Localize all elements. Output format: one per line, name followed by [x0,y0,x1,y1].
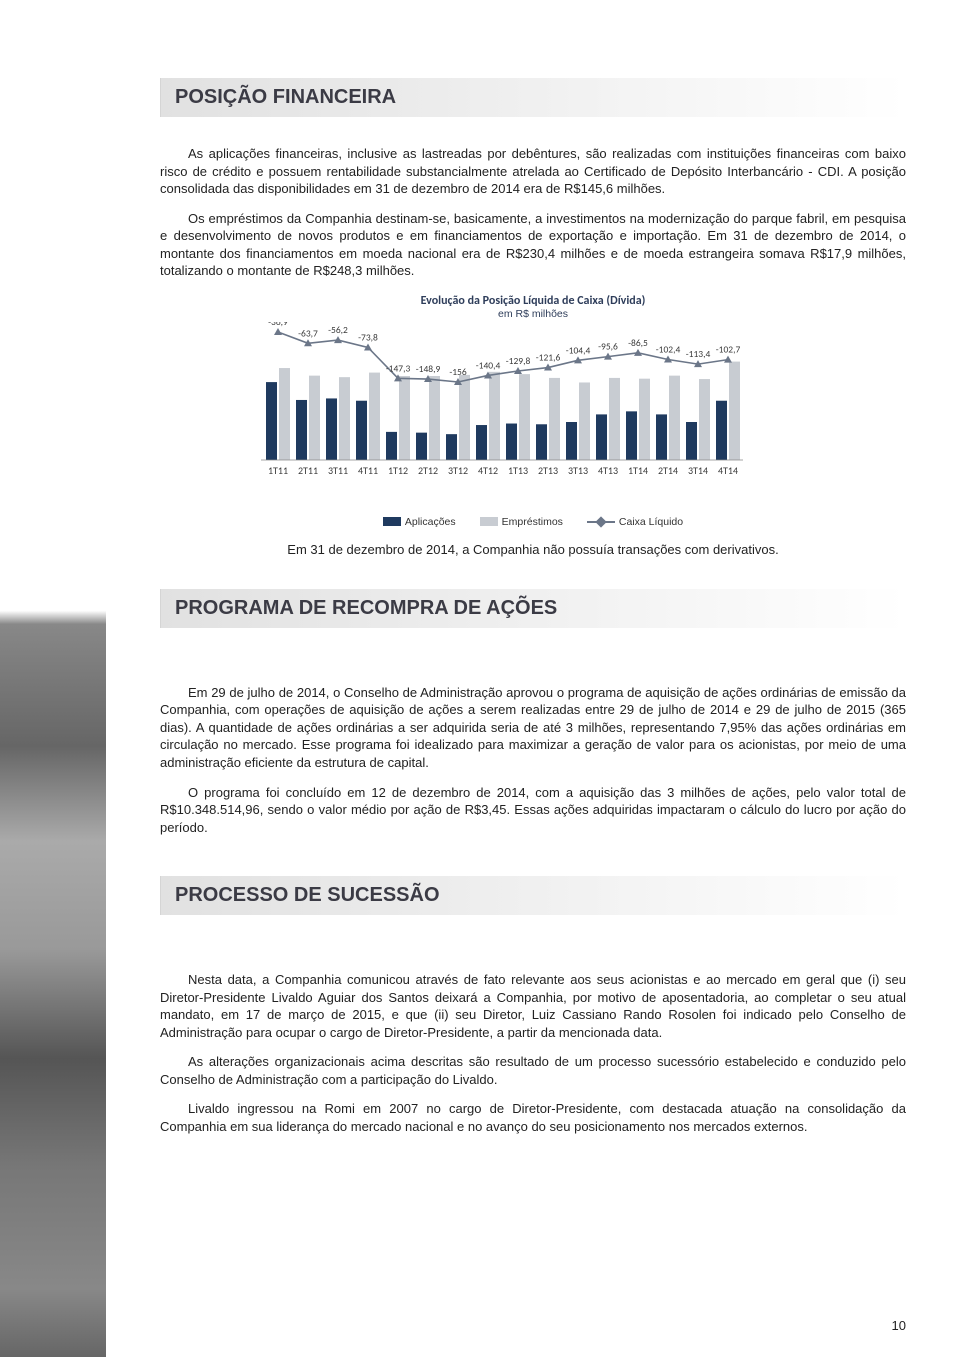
paragraph: As aplicações financeiras, inclusive as … [160,145,906,198]
svg-text:2T12: 2T12 [418,464,438,477]
paragraph: Livaldo ingressou na Romi em 2007 no car… [160,1100,906,1135]
section-title-buyback: PROGRAMA DE RECOMPRA DE AÇÕES [160,589,906,628]
chart-svg: 1T11 2T11 3T11 4T11 1T12 2T12 3T12 4T12 1T13 2T13… [253,322,813,512]
svg-text:-140,4: -140,4 [476,359,501,371]
svg-text:-129,8: -129,8 [506,355,531,367]
legend-label: Caixa Líquido [619,516,683,528]
legend-swatch-caixa-line [587,517,615,527]
svg-text:-73,8: -73,8 [358,331,378,343]
legend-label: Empréstimos [502,516,563,528]
svg-text:-102,7: -102,7 [716,343,741,355]
legend-swatch-emprestimos [480,517,498,526]
svg-text:3T14: 3T14 [688,464,708,477]
svg-text:4T13: 4T13 [598,464,618,477]
svg-text:-104,4: -104,4 [566,344,591,356]
legend-item-aplicacoes: Aplicações [383,516,456,528]
svg-text:-86,5: -86,5 [628,337,648,349]
chart-footnote: Em 31 de dezembro de 2014, a Companhia n… [160,542,906,557]
legend-swatch-aplicacoes [383,517,401,526]
svg-text:4T12: 4T12 [478,464,498,477]
svg-text:-121,6: -121,6 [536,351,561,363]
svg-text:1T14: 1T14 [628,464,648,477]
svg-text:1T11: 1T11 [268,464,288,477]
svg-text:-156: -156 [449,366,467,378]
svg-text:2T11: 2T11 [298,464,318,477]
section-title-succession: PROCESSO DE SUCESSÃO [160,876,906,915]
legend-label: Aplicações [405,516,456,528]
paragraph: O programa foi concluído em 12 de dezemb… [160,784,906,837]
paragraph: Nesta data, a Companhia comunicou atravé… [160,971,906,1041]
svg-text:-95,6: -95,6 [598,340,618,352]
svg-text:4T11: 4T11 [358,464,378,477]
svg-text:-148,9: -148,9 [416,363,441,375]
svg-text:-56,2: -56,2 [328,324,348,336]
chart-net-cash-position: Evolução da Posição Líquida de Caixa (Dí… [253,294,813,528]
paragraph: As alterações organizacionais acima desc… [160,1053,906,1088]
svg-text:-36,9: -36,9 [268,322,288,328]
svg-text:-63,7: -63,7 [298,327,318,339]
svg-text:2T14: 2T14 [658,464,678,477]
legend-item-emprestimos: Empréstimos [480,516,563,528]
svg-text:3T11: 3T11 [328,464,348,477]
svg-text:3T12: 3T12 [448,464,468,477]
svg-text:4T14: 4T14 [718,464,738,477]
page-content: POSIÇÃO FINANCEIRA As aplicações finance… [106,0,960,1357]
decorative-photo-strip [0,0,106,1357]
chart-subtitle: em R$ milhões [253,308,813,320]
svg-text:3T13: 3T13 [568,464,588,477]
chart-legend: Aplicações Empréstimos Caixa Líquido [253,516,813,528]
svg-text:-147,3: -147,3 [386,362,411,374]
svg-text:-113,4: -113,4 [686,348,711,360]
svg-text:1T13: 1T13 [508,464,528,477]
svg-text:1T12: 1T12 [388,464,408,477]
chart-title: Evolução da Posição Líquida de Caixa (Dí… [253,294,813,308]
section-title-financial-position: POSIÇÃO FINANCEIRA [160,78,906,117]
svg-text:2T13: 2T13 [538,464,558,477]
page-number: 10 [892,1318,906,1333]
paragraph: Em 29 de julho de 2014, o Conselho de Ad… [160,684,906,772]
paragraph: Os empréstimos da Companhia destinam-se,… [160,210,906,280]
legend-item-caixa: Caixa Líquido [587,516,683,528]
svg-text:-102,4: -102,4 [656,343,681,355]
